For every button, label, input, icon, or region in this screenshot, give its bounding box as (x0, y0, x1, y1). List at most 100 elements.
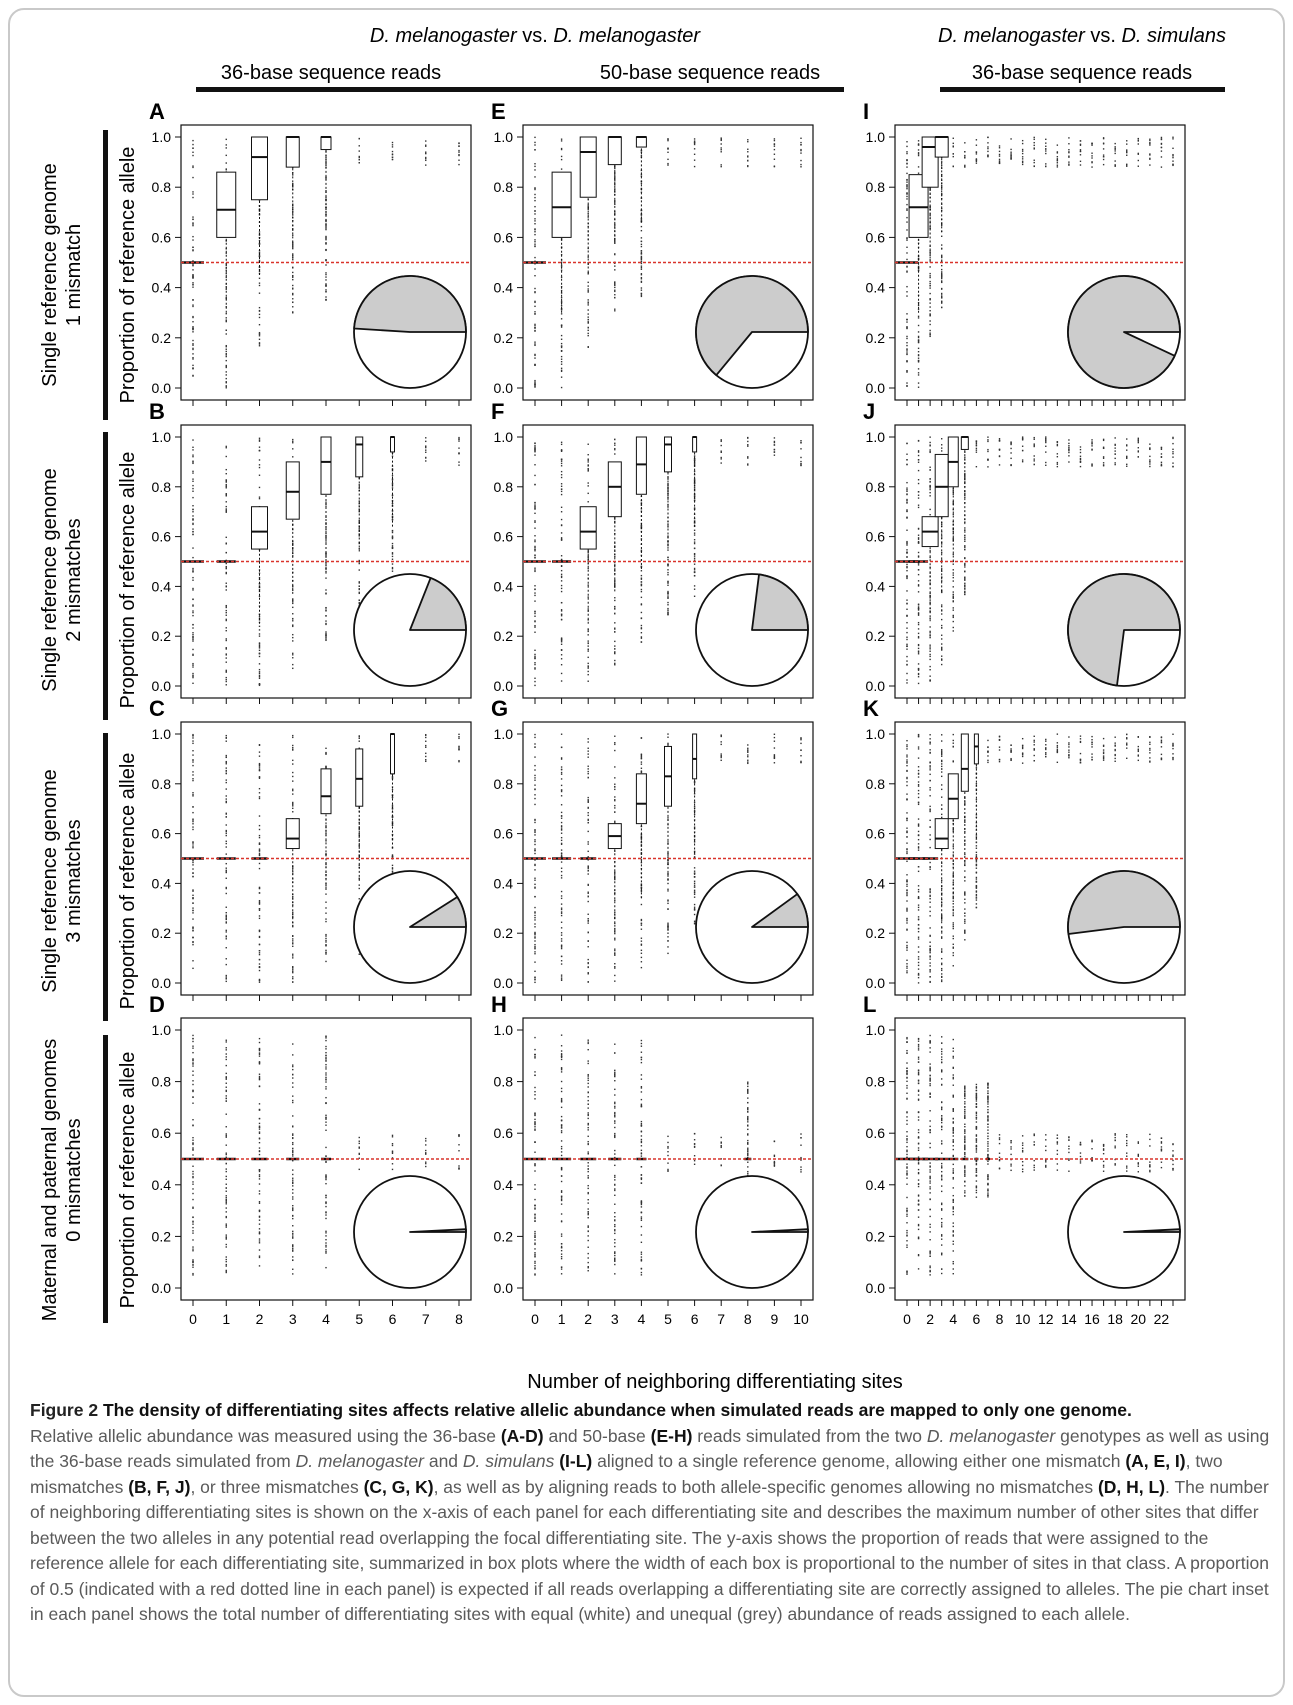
point-E-0-65 (534, 343, 536, 345)
point-K-1-39 (917, 968, 920, 970)
ytick-label-K-5: 1.0 (866, 726, 886, 742)
point-A-1-5 (225, 144, 227, 146)
point-F-3-24 (614, 628, 616, 630)
point-K-0-42 (906, 836, 908, 838)
point-G-0-50 (534, 906, 536, 909)
point-I-2-3 (929, 254, 931, 256)
point-B-5-58 (358, 569, 360, 571)
point-B-3-20 (292, 606, 294, 609)
box-C-3 (285, 818, 300, 850)
point-K-6-62 (975, 891, 978, 893)
point-J-2-13 (929, 650, 931, 652)
point-I-19-7 (1126, 140, 1128, 142)
point-K-6-65 (975, 861, 978, 863)
point-C-0-6 (192, 940, 194, 943)
point-I-0-15 (906, 216, 908, 219)
point-E-2-50 (587, 285, 589, 287)
point-F-5-47 (667, 494, 669, 497)
point-I-6-1 (975, 139, 978, 141)
point-F-1-2 (560, 573, 563, 576)
point-A-1-26 (225, 272, 227, 275)
point-I-6-7 (975, 159, 978, 161)
point-J-10-8 (1021, 439, 1024, 441)
point-F-0-41 (534, 449, 536, 451)
point-G-9-0 (773, 733, 776, 735)
point-F-5-23 (667, 611, 669, 614)
point-K-0-22 (906, 748, 908, 750)
point-B-0-59 (192, 531, 194, 533)
point-J-17-2 (1102, 446, 1105, 448)
point-E-0-31 (534, 385, 536, 387)
point-I-1-9 (917, 347, 920, 350)
point-B-3-33 (292, 555, 294, 557)
point-J-4-63 (952, 528, 954, 531)
point-G-2-32 (587, 920, 589, 922)
point-E-0-44 (534, 364, 536, 366)
point-G-0-41 (534, 970, 536, 973)
point-G-8-0 (747, 750, 749, 752)
point-I-9-2 (1010, 138, 1012, 140)
point-E-4-52 (640, 280, 643, 283)
point-I-10-3 (1021, 161, 1024, 164)
point-G-1-33 (560, 825, 563, 827)
point-C-5-67 (358, 878, 360, 880)
point-J-11-1 (1033, 455, 1035, 457)
point-C-4-23 (325, 765, 327, 768)
point-B-6-52 (391, 482, 394, 484)
point-K-1-35 (917, 789, 920, 792)
point-G-2-54 (587, 841, 589, 843)
point-B-1-64 (225, 567, 227, 570)
point-A-0-65 (192, 176, 194, 179)
point-K-0-65 (906, 917, 908, 920)
point-G-1-67 (560, 945, 563, 947)
point-K-2-35 (929, 947, 931, 950)
point-G-0-3 (534, 914, 536, 917)
point-J-1-66 (917, 628, 920, 630)
row-label-1-line1: Single reference genome (39, 163, 61, 386)
point-F-1-64 (560, 449, 563, 451)
point-E-3-24 (614, 310, 616, 312)
point-J-4-46 (952, 616, 954, 619)
point-I-0-11 (906, 349, 908, 351)
point-C-1-30 (225, 978, 227, 980)
point-K-1-14 (917, 783, 920, 786)
point-F-6-21 (693, 539, 696, 541)
point-B-6-2 (391, 479, 394, 481)
point-B-0-9 (192, 611, 194, 614)
point-A-8-4 (458, 163, 460, 166)
point-F-9-6 (773, 444, 776, 446)
point-G-2-17 (587, 900, 589, 903)
point-K-5-60 (964, 862, 966, 864)
point-A-0-58 (192, 216, 194, 218)
point-A-8-7 (458, 154, 460, 157)
point-B-0-17 (192, 672, 194, 675)
point-I-5-8 (964, 164, 966, 167)
point-K-4-36 (952, 892, 954, 895)
point-J-1-57 (917, 650, 920, 652)
point-G-1-1 (560, 778, 563, 780)
point-B-6-42 (391, 494, 394, 496)
point-I-3-37 (940, 273, 943, 276)
point-J-2-67 (929, 601, 931, 604)
point-B-1-69 (225, 618, 227, 621)
point-F-5-34 (667, 595, 669, 597)
point-A-2-68 (258, 310, 261, 312)
point-B-2-63 (258, 677, 261, 679)
point-G-6-36 (693, 922, 696, 924)
ytick-label-A-1: 0.2 (152, 330, 172, 346)
point-G-3-29 (614, 766, 616, 768)
point-K-2-58 (929, 927, 931, 929)
point-K-2-52 (929, 741, 931, 744)
point-C-1-65 (225, 740, 227, 742)
figure-frame (8, 8, 1285, 1697)
row-label-2: Single reference genome 2 mismatches (39, 468, 85, 691)
point-F-0-25 (534, 615, 536, 617)
point-B-3-49 (292, 617, 294, 620)
point-K-1-7 (917, 958, 920, 960)
point-F-3-57 (614, 584, 616, 586)
point-E-4-62 (640, 229, 643, 232)
point-E-2-23 (587, 302, 589, 304)
point-A-0-43 (192, 154, 194, 157)
point-K-4-68 (952, 909, 954, 911)
point-J-5-64 (964, 481, 966, 483)
